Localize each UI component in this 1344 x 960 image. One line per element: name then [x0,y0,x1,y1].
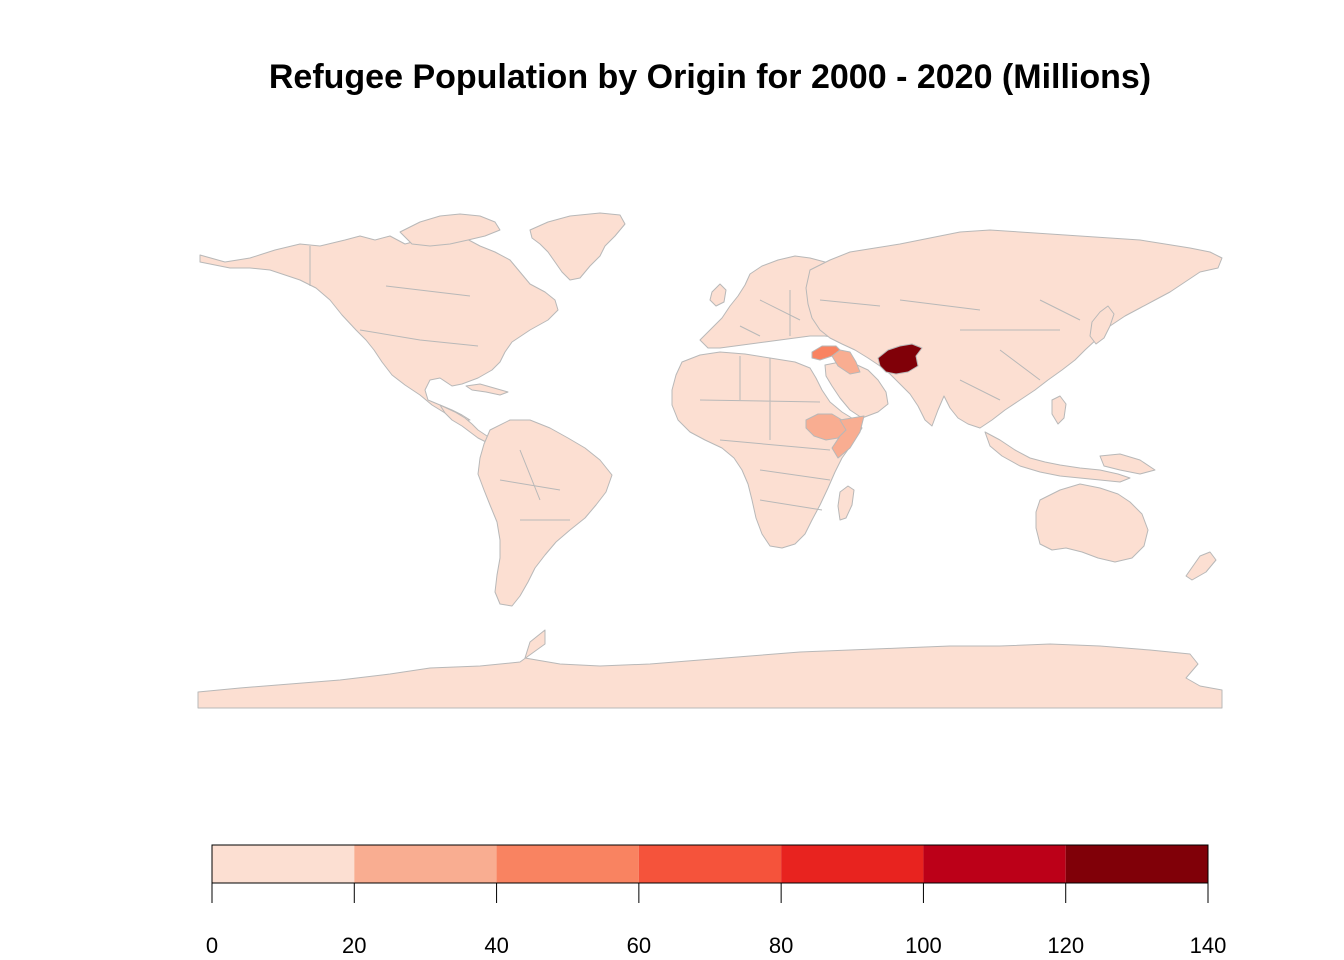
legend-tick-label: 120 [1047,933,1084,958]
region-indonesia [984,431,1131,483]
region-south-america [477,419,613,607]
legend-bin-5 [923,845,1066,883]
region-central-america [439,404,491,443]
region-iraq [831,349,861,375]
region-arctic-islands [399,213,501,247]
legend-tick-label: 40 [484,933,508,958]
legend-bin-0 [212,845,355,883]
region-madagascar [837,485,855,521]
region-new-guinea [1099,453,1156,475]
legend-bin-2 [496,845,639,883]
legend-tick-label: 20 [342,933,366,958]
region-africa [671,351,863,549]
legend-tick-label: 60 [627,933,651,958]
region-greenland [529,212,626,281]
region-north-america [199,229,559,421]
region-new-zealand [1185,551,1217,581]
region-antarctica [197,629,1223,709]
region-australia [1035,483,1149,563]
world-map [197,212,1223,709]
region-somalia [831,415,865,459]
legend-bin-4 [781,845,924,883]
region-uk [709,283,727,307]
region-japan [1089,305,1115,345]
legend-tick-label: 140 [1190,933,1227,958]
legend-tick-label: 80 [769,933,793,958]
color-legend: 0 20 40 60 80 100 120 140 [206,844,1227,958]
legend-frame [211,844,1209,884]
region-cuba [465,383,509,396]
legend-tick-label: 100 [905,933,942,958]
region-philippines [1051,395,1067,425]
legend-bin-3 [638,845,782,883]
country-borders [309,246,1081,521]
map-title: Refugee Population by Origin for 2000 - … [268,58,1152,96]
highlighted-regions [805,343,923,459]
legend-bin-1 [354,845,497,883]
region-afghanistan [877,343,923,375]
legend-bin-6 [1065,845,1208,883]
legend-tick-label: 0 [206,933,218,958]
